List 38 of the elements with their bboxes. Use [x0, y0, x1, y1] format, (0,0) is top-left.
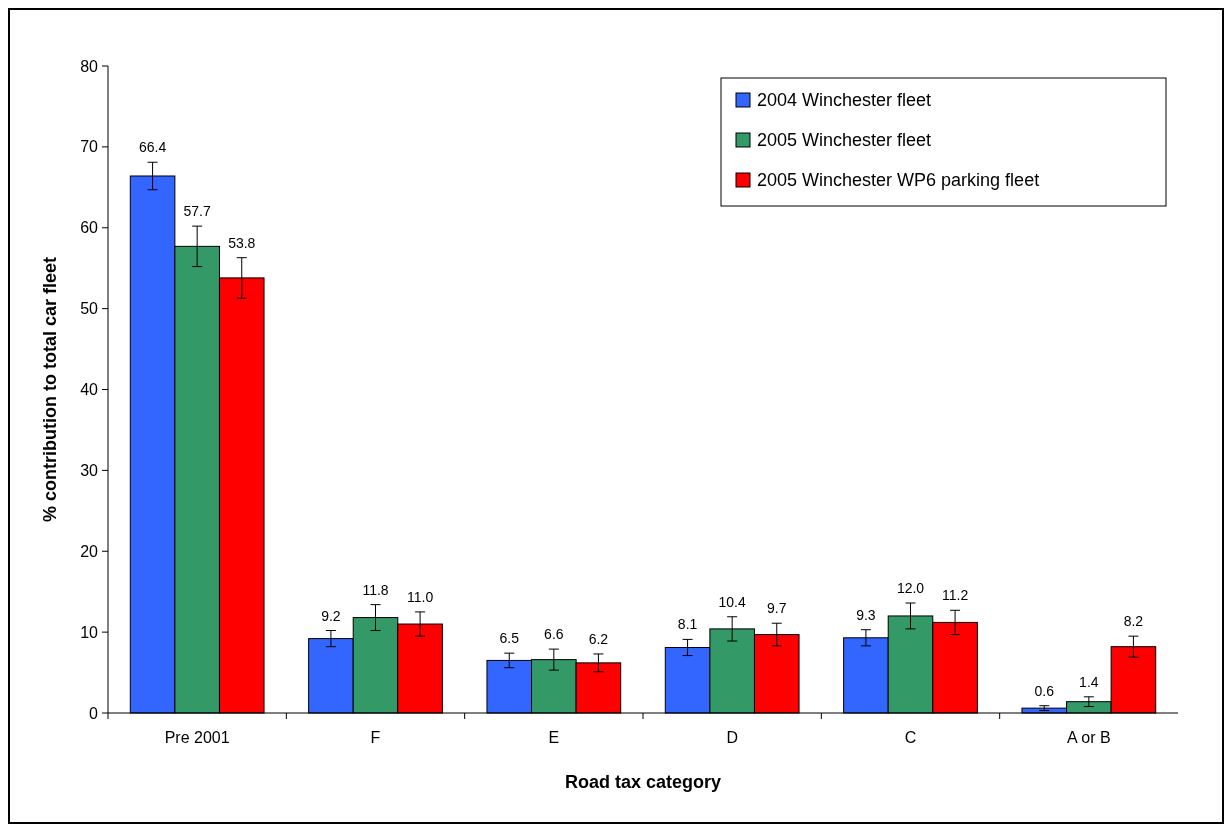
data-label: 57.7	[183, 203, 211, 220]
y-tick-label: 0	[89, 704, 99, 722]
y-tick-label: 20	[80, 542, 99, 560]
data-label: 11.0	[406, 588, 434, 605]
x-tick-label: A or B	[1067, 729, 1111, 746]
data-label: 6.2	[588, 630, 609, 647]
data-label: 1.4	[1079, 673, 1099, 690]
data-label: 11.8	[362, 581, 389, 598]
legend-label: 2005 Winchester fleet	[757, 130, 932, 151]
x-tick-label: D	[726, 729, 738, 746]
legend-label: 2004 Winchester fleet	[757, 90, 932, 111]
data-label: 66.4	[138, 139, 167, 156]
data-label: 10.4	[718, 593, 746, 610]
data-label: 9.7	[767, 600, 787, 617]
data-label: 9.2	[321, 607, 341, 624]
data-label: 53.8	[228, 234, 256, 251]
data-label: 0.6	[1034, 682, 1055, 699]
data-label: 8.1	[677, 616, 698, 633]
x-tick-label: E	[548, 729, 560, 746]
data-label: 12.0	[896, 580, 925, 597]
y-tick-label: 40	[80, 381, 99, 399]
y-tick-label: 30	[80, 461, 99, 479]
data-label: 8.2	[1123, 613, 1144, 630]
x-tick-label: F	[370, 729, 381, 746]
x-tick-label: C	[904, 729, 917, 746]
y-axis-title: % contribution to total car fleet	[40, 256, 60, 523]
data-label: 9.3	[856, 606, 876, 623]
y-tick-label: 60	[80, 219, 99, 237]
x-axis-title: Road tax category	[564, 772, 722, 792]
data-label: 6.5	[499, 630, 520, 647]
data-label: 11.2	[941, 587, 969, 604]
y-tick-label: 50	[80, 300, 99, 318]
y-tick-label: 70	[80, 138, 99, 156]
x-tick-label: Pre 2001	[164, 729, 230, 746]
legend-label: 2005 Winchester WP6 parking fleet	[757, 170, 1040, 191]
data-label: 6.6	[544, 626, 564, 643]
y-tick-label: 80	[80, 57, 99, 75]
y-tick-label: 10	[80, 623, 99, 641]
